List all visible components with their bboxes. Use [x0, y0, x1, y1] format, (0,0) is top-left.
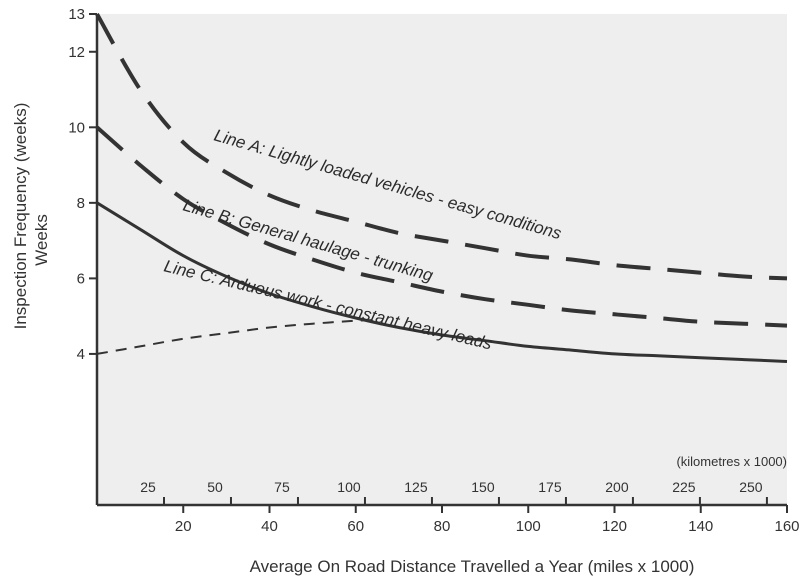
km-tick-label: 125 [404, 479, 428, 495]
km-tick-label: 175 [538, 479, 562, 495]
axis-layer: 4 6 8 10 12 13 20 40 60 80 100 120 140 160 25 50 75 100 12… [68, 6, 799, 535]
y-tick-label: 6 [77, 270, 85, 287]
km-tick-label: 225 [672, 479, 696, 495]
km-tick-label: 250 [739, 479, 763, 495]
x-tick-label: 20 [175, 518, 192, 535]
y-tick-label: 13 [68, 6, 85, 23]
x-tick-label: 140 [688, 518, 713, 535]
plot-background [97, 14, 787, 505]
series-line-b [95, 125, 788, 328]
x-tick-label: 100 [516, 518, 541, 535]
km-tick-label: 50 [207, 479, 223, 495]
series-line-a [95, 13, 788, 281]
x-tick-label: 160 [774, 518, 799, 535]
x-tick-label: 40 [261, 518, 278, 535]
secondary-axis-unit-label: (kilometres x 1000) [676, 454, 787, 469]
km-tick-label: 200 [605, 479, 629, 495]
x-tick-label: 60 [347, 518, 364, 535]
y-tick-label: 4 [77, 346, 85, 363]
x-tick-label: 120 [602, 518, 627, 535]
series-layer [95, 13, 788, 363]
y-tick-label: 8 [77, 195, 85, 212]
km-tick-label: 100 [337, 479, 361, 495]
y-axis-title-secondary: Weeks [32, 214, 51, 266]
y-axis-title: Inspection Frequency (weeks) [11, 103, 30, 330]
y-tick-label: 10 [68, 119, 85, 136]
series-line-dotted [96, 318, 378, 355]
y-tick-label: 12 [68, 44, 85, 61]
x-axis-title: Average On Road Distance Travelled a Yea… [250, 557, 695, 576]
series-line-c [96, 201, 788, 363]
km-tick-label: 75 [274, 479, 290, 495]
x-tick-label: 80 [434, 518, 451, 535]
km-tick-label: 25 [140, 479, 156, 495]
km-tick-label: 150 [471, 479, 495, 495]
